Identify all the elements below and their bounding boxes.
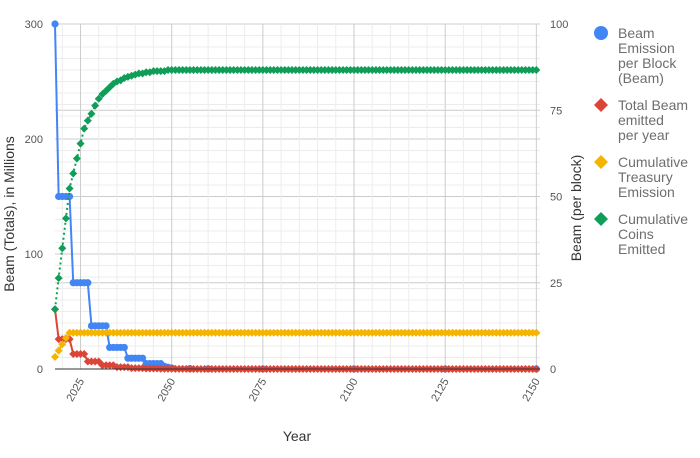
data-point: [69, 169, 78, 178]
y-right-tick-label: 100: [550, 19, 568, 31]
x-tick-label: 2075: [247, 377, 270, 404]
y-left-tick-label: 300: [25, 19, 43, 31]
x-tick-label: 2125: [429, 377, 452, 404]
data-point: [54, 274, 63, 283]
legend-label: Emission: [618, 184, 675, 200]
series-3: [51, 66, 541, 314]
y-left-tick-label: 0: [37, 364, 43, 376]
y-left-tick-label: 100: [25, 249, 43, 261]
data-point: [61, 333, 70, 342]
legend-label: Emitted: [618, 241, 665, 257]
data-point: [91, 101, 100, 110]
data-point: [76, 139, 85, 148]
data-point: [532, 328, 541, 337]
data-point: [84, 279, 92, 287]
legend-marker: [594, 98, 608, 112]
legend-label: Cumulative: [618, 154, 688, 170]
data-point: [120, 74, 129, 83]
legend-label: per Block: [618, 55, 677, 71]
data-point: [87, 109, 96, 118]
data-point: [61, 214, 70, 223]
data-point: [532, 66, 541, 74]
data-point: [80, 124, 89, 133]
data-point: [80, 350, 89, 359]
legend-label: Beam: [618, 25, 655, 41]
x-tick-label: 2025: [64, 377, 87, 404]
series-1: [51, 305, 541, 373]
y-right-tick-label: 50: [550, 192, 562, 204]
series-layer: [51, 20, 541, 373]
data-point: [138, 354, 147, 362]
data-point: [83, 116, 92, 125]
data-point: [58, 244, 67, 253]
legend-label: Treasury: [618, 169, 673, 185]
legend-label: Emission: [618, 40, 675, 56]
series-2: [51, 328, 541, 361]
legend-marker: [594, 26, 608, 40]
data-point: [51, 352, 59, 361]
y-right-tick-label: 25: [550, 278, 562, 290]
x-tick-label: 2100: [338, 377, 361, 404]
data-point: [72, 154, 81, 163]
data-point: [94, 94, 103, 103]
data-point: [102, 322, 110, 330]
legend-label: per year: [618, 127, 670, 143]
x-axis-title: Year: [283, 428, 312, 444]
data-point: [120, 343, 128, 352]
legend-marker: [594, 155, 608, 169]
data-point: [54, 346, 63, 355]
legend-marker: [594, 212, 608, 226]
legend-label: Cumulative: [618, 211, 688, 227]
legend-label: emitted: [618, 112, 664, 128]
data-point: [58, 340, 67, 349]
legend-label: (Beam): [618, 70, 664, 86]
y-axis-left-title: Beam (Totals), in Millions: [1, 136, 17, 292]
x-tick-label: 2150: [520, 377, 543, 404]
y-right-tick-label: 0: [550, 364, 556, 376]
y-right-tick-label: 75: [550, 105, 562, 117]
data-point: [65, 184, 74, 193]
y-left-tick-label: 200: [25, 134, 43, 146]
series-line: [54, 69, 537, 310]
legend-label: Total Beam: [618, 97, 688, 113]
x-tick-label: 2050: [156, 377, 179, 404]
data-point: [51, 20, 59, 28]
legend-label: Coins: [618, 226, 654, 242]
data-point: [51, 305, 59, 314]
grid-lines: [55, 23, 540, 370]
y-axis-right-title: Beam (per block): [568, 155, 584, 262]
